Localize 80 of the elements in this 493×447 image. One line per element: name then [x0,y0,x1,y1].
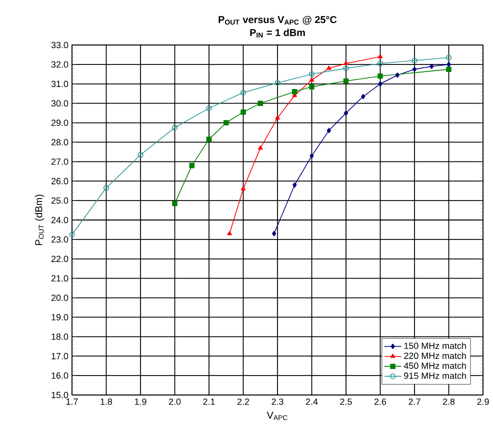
x-tick-label: 2.4 [306,398,318,405]
x-tick-label: 1.9 [134,398,146,405]
y-tick-label: 22.0 [51,256,68,262]
point [309,84,314,90]
point [240,186,246,190]
point [206,105,212,112]
x-axis-title: V$_{APC}$ [266,412,288,420]
chart-title: P$_{OUT}$ versus V$_{APC}$ @ 25°C [218,16,337,25]
y-tick-label: 15.0 [52,392,68,398]
y-tick-label: 28.0 [51,139,68,146]
point [446,62,451,68]
y-tick-label: 25.0 [51,197,68,204]
y-tick-label: 24.0 [51,216,68,224]
y-tick-label: 16.0 [52,372,68,379]
point [361,94,366,100]
x-tick-label: 2.1 [203,398,215,405]
point [412,66,417,72]
point [189,162,195,168]
point [206,136,212,142]
legend-label: 450 MHz match [404,362,466,369]
point [378,54,383,58]
point [138,152,144,158]
point [258,100,264,106]
chart-subtitle: P$_{IN}$ = 1 dBm [250,28,305,38]
point [446,66,452,72]
x-tick-label: 2.5 [340,398,352,405]
point [412,58,418,64]
x-tick-label: 2.3 [272,398,284,405]
y-tick-label: 33.0 [51,42,68,48]
x-tick-label: 2.2 [237,398,250,405]
point [103,185,110,191]
y-tick-label: 17.0 [52,352,68,360]
point [343,78,349,84]
legend-label: 150 MHz match [404,342,466,349]
point [275,115,280,120]
y-tick-label: 19.0 [52,314,68,320]
point [172,200,178,206]
point [308,71,315,78]
y-tick-label: 21.0 [51,275,68,282]
point [223,120,229,126]
x-tick-label: 2.9 [477,398,489,405]
point [274,80,280,86]
x-tick-label: 1.8 [100,398,112,405]
x-tick-label: 2.0 [168,398,181,405]
point [343,65,349,72]
point [227,230,232,236]
point [240,90,246,96]
point [377,60,384,66]
point [326,66,332,70]
y-tick-label: 18.0 [52,333,68,340]
legend-label: 220 MHz match [404,352,466,359]
legend-label: 915 MHz match [404,372,466,379]
y-tick-label: 31.0 [51,80,68,88]
point [310,153,314,158]
x-tick-label: 2.6 [374,398,386,405]
y-tick-label: 30.0 [51,100,68,107]
y-tick-label: 26.0 [51,178,68,184]
point [326,128,331,134]
point [272,230,276,236]
y-tick-label: 29.0 [51,120,68,126]
y-tick-label: 20.0 [51,294,68,301]
point [258,145,263,150]
x-tick-label: 2.8 [442,398,455,405]
point [378,81,382,87]
point [430,64,434,70]
point [292,89,298,94]
y-tick-label: 27.0 [51,158,68,165]
y-axis-title: P$_{OUT}$ (dBm) [34,194,44,246]
point [344,60,348,66]
point [172,124,178,130]
x-tick-label: 1.7 [66,398,78,405]
point [292,182,297,188]
point [395,72,400,78]
x-tick-label: 2.7 [408,398,420,405]
point [378,73,383,79]
point [309,77,314,82]
point [240,109,246,115]
point [344,110,348,116]
y-tick-label: 23.0 [51,236,68,243]
y-tick-label: 32.0 [51,61,68,68]
